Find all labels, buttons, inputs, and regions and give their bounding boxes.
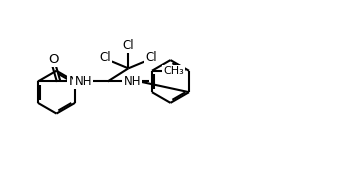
Text: O: O bbox=[48, 53, 59, 66]
Text: Cl: Cl bbox=[100, 51, 111, 64]
Text: N: N bbox=[68, 75, 78, 88]
Text: Cl: Cl bbox=[122, 39, 134, 52]
Text: NH: NH bbox=[74, 75, 92, 88]
Text: NH: NH bbox=[124, 75, 141, 88]
Text: Cl: Cl bbox=[145, 51, 157, 64]
Text: CH₃: CH₃ bbox=[163, 66, 184, 76]
